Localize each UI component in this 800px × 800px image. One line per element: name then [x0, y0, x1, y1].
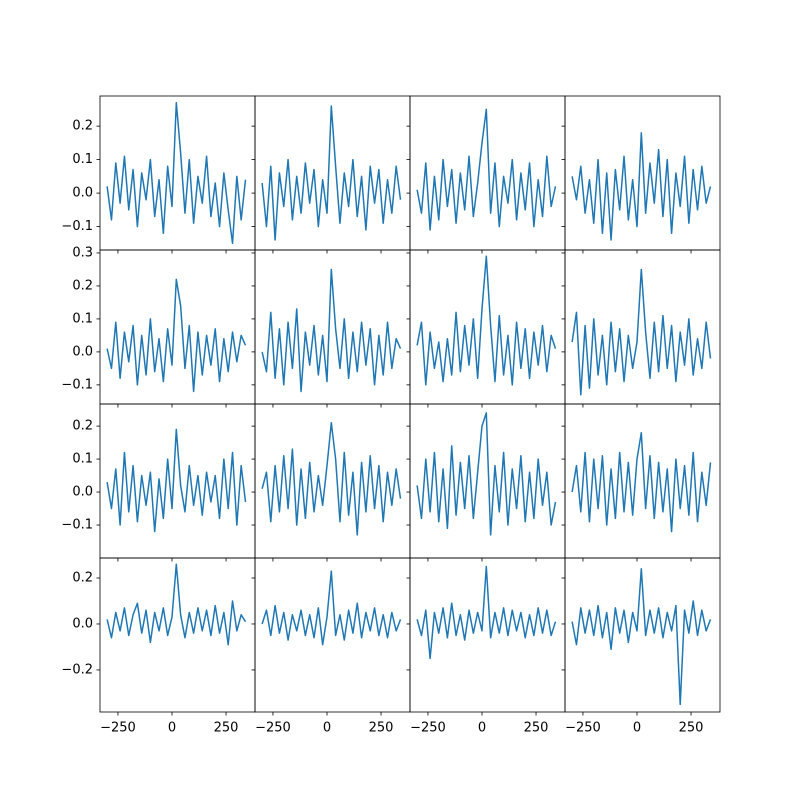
data-line [106, 428, 247, 533]
data-line [571, 132, 712, 241]
data-line [261, 105, 402, 241]
plot-area [416, 565, 557, 660]
plot-area [106, 428, 247, 533]
y-tick-label: −0.1 [61, 518, 93, 533]
subplot: −0.1 0.0 0.1 0.2 [61, 403, 256, 562]
y-tick-label: 0.1 [72, 452, 93, 467]
data-line [261, 570, 402, 646]
plot-area [571, 132, 712, 241]
plot-area [261, 105, 402, 241]
y-tick-label: 0.2 [72, 119, 93, 134]
subplot: −0.1 0.0 0.1 0.2 0.3 [61, 245, 256, 408]
subplot: −250 0 250 [406, 557, 566, 736]
plot-area [261, 570, 402, 646]
axes-frame [409, 95, 566, 251]
plot-area [571, 568, 712, 706]
data-line [416, 412, 557, 536]
x-tick-label: 250 [369, 721, 394, 736]
data-line [416, 565, 557, 660]
data-line [106, 563, 247, 646]
data-line [571, 568, 712, 706]
data-line [571, 431, 712, 533]
x-tick-label: −250 [410, 721, 446, 736]
subplot: −0.2 0.0 0.2 −250 0 250 [61, 557, 256, 736]
x-tick-label: 0 [633, 721, 641, 736]
plot-area [106, 563, 247, 646]
y-tick-label: 0.0 [72, 344, 93, 359]
plot-area [416, 412, 557, 536]
axes-frame [564, 403, 721, 559]
data-line [106, 278, 247, 393]
plot-area [571, 431, 712, 533]
subplot [251, 403, 411, 562]
subplot [251, 95, 411, 254]
x-tick-label: −250 [255, 721, 291, 736]
y-tick-label: 0.1 [72, 152, 93, 167]
subplot: −250 0 250 [251, 557, 411, 736]
x-tick-label: 0 [168, 721, 176, 736]
y-tick-label: 0.3 [72, 245, 93, 260]
plot-area [416, 255, 557, 386]
data-line [416, 255, 557, 386]
y-tick-label: −0.1 [61, 377, 93, 392]
y-tick-label: 0.0 [72, 186, 93, 201]
subplot: −0.1 0.0 0.1 0.2 [61, 95, 256, 254]
y-tick-label: 0.1 [72, 311, 93, 326]
axes-frame [99, 249, 256, 405]
x-tick-label: 0 [478, 721, 486, 736]
y-tick-label: 0.0 [72, 616, 93, 631]
y-tick-label: −0.1 [61, 219, 93, 234]
subplot [561, 249, 721, 408]
subplot [406, 403, 566, 562]
x-tick-label: 250 [214, 721, 239, 736]
plot-area [416, 108, 557, 231]
subplot [406, 95, 566, 254]
x-tick-label: −250 [565, 721, 601, 736]
subplot [406, 249, 566, 408]
y-tick-label: 0.2 [72, 570, 93, 585]
y-tick-label: 0.2 [72, 278, 93, 293]
x-tick-label: 250 [679, 721, 704, 736]
plot-area [261, 422, 402, 536]
axes-frame [564, 557, 721, 713]
plot-area [571, 268, 712, 396]
plot-area [106, 278, 247, 393]
data-line [106, 101, 247, 245]
subplot [251, 249, 411, 408]
data-line [261, 422, 402, 536]
y-tick-label: −0.2 [61, 662, 93, 677]
subplot [561, 403, 721, 562]
x-tick-label: 0 [323, 721, 331, 736]
subplot: −250 0 250 [561, 557, 721, 736]
data-line [416, 108, 557, 231]
y-tick-label: 0.2 [72, 419, 93, 434]
y-tick-label: 0.0 [72, 485, 93, 500]
axes-frame [564, 95, 721, 251]
subplot [561, 95, 721, 254]
plot-area [106, 101, 247, 245]
x-tick-label: −250 [100, 721, 136, 736]
data-line [571, 268, 712, 396]
plot-area [261, 268, 402, 393]
x-tick-label: 250 [524, 721, 549, 736]
data-line [261, 268, 402, 393]
